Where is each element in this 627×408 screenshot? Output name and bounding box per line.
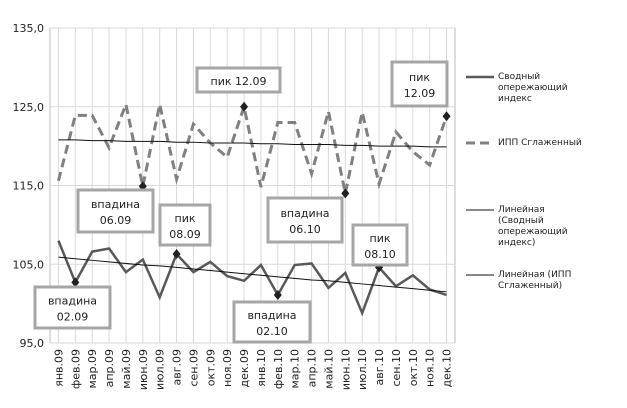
legend-label: ИПП Сглаженный [498,138,582,148]
annotation-text: 02.10 [256,325,288,338]
x-tick-label: июн.10 [339,349,352,390]
x-tick-label: сен.09 [187,349,200,387]
annotation-box [195,66,282,94]
x-tick-label: мар.09 [86,349,99,389]
x-tick-label: апр.09 [103,349,116,387]
annotation-text: пик [370,232,391,245]
annotation-text: 08.09 [169,228,201,241]
x-tick-label: июл.10 [356,349,369,390]
annotation-text: впадина [48,295,97,308]
point-marker [273,289,282,300]
x-tick-label: май.09 [120,349,133,389]
annotation-text: 12.09 [404,87,436,100]
x-tick-label: мар.10 [289,349,302,389]
x-tick-label: дек.09 [238,349,251,388]
x-tick-label: ноя.10 [424,349,437,387]
x-tick-label: окт.10 [407,349,420,386]
point-marker [341,188,350,199]
annotation-text: пик 12.09 [211,75,267,88]
x-tick-label: апр.10 [306,349,319,387]
x-tick-label: авг.09 [171,349,184,386]
annotation-text: пик [175,212,196,225]
point-marker [172,249,181,260]
x-tick-label: июл.09 [154,349,167,390]
series-line [58,139,447,148]
x-tick-label: июн.09 [137,349,150,390]
annotation-box [351,223,409,267]
x-tick-label: окт.09 [204,349,217,386]
annotation-text: впадина [247,309,296,322]
annotation-text: 06.09 [100,214,132,227]
x-tick-label: сен.10 [390,349,403,387]
annotation-box [158,203,212,247]
y-tick-label: 95,0 [20,337,45,350]
annotation-text: пик [409,71,430,84]
series-line [57,240,447,317]
x-tick-label: янв.09 [52,349,65,387]
y-tick-label: 125,0 [13,101,45,114]
annotation-box [76,188,155,234]
x-tick-label: май.10 [322,349,335,389]
x-tick-label: янв.10 [255,349,268,387]
annotation-box [33,285,112,330]
series-line [58,256,447,293]
annotation-box [266,196,344,244]
annotation-box [390,60,449,108]
point-marker [442,111,451,122]
y-tick-label: 105,0 [13,258,45,271]
annotation-box [232,300,312,344]
x-tick-label: дек.10 [441,349,454,388]
x-tick-label: фев.09 [69,349,82,389]
x-tick-label: авг.10 [373,349,386,386]
x-tick-label: фев.10 [272,349,285,389]
legend-label: Линейная (Сводный опережающий индекс) [498,205,568,248]
annotation-text: впадина [280,207,329,220]
y-tick-label: 135,0 [13,22,45,35]
legend-label: Линейная (ИПП Сглаженный) [498,270,572,291]
series-line [56,99,448,194]
point-marker [71,277,80,288]
annotation-text: 06.10 [289,223,321,236]
x-tick-label: ноя.09 [221,349,234,387]
annotation-text: 02.09 [57,311,89,324]
legend-label: Сводный опережающий индекс [498,72,568,104]
annotation-text: впадина [91,198,140,211]
y-tick-label: 115,0 [13,180,45,193]
annotation-text: 08.10 [364,248,396,261]
point-marker [240,101,249,112]
